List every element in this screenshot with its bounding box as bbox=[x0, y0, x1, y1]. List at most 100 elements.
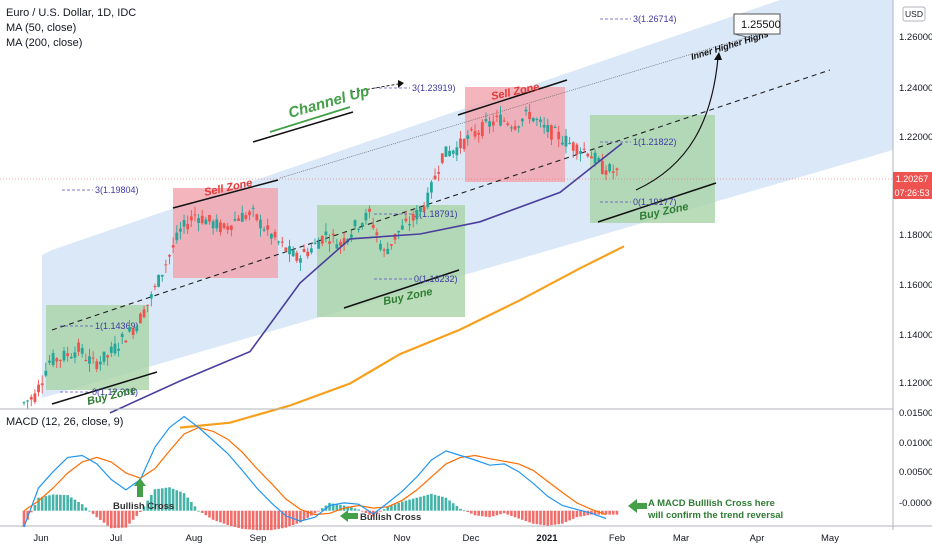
macd-hist-bar bbox=[470, 510, 473, 514]
candle-body bbox=[368, 208, 371, 212]
ma50-legend: MA (50, close) bbox=[6, 22, 77, 34]
candle-body bbox=[22, 402, 26, 404]
macd-hist-bar bbox=[288, 510, 291, 527]
candle-body bbox=[193, 214, 197, 216]
candle-body bbox=[248, 211, 251, 216]
candle-body bbox=[539, 119, 542, 122]
candle-body bbox=[444, 146, 448, 157]
macd-hist-bar bbox=[397, 502, 400, 511]
macd-hist-bar bbox=[124, 510, 128, 528]
macd-hist-bar bbox=[557, 510, 561, 525]
candle-body bbox=[302, 248, 306, 252]
macd-hist-bar bbox=[99, 510, 102, 520]
candle-body bbox=[611, 171, 615, 173]
time-tick-label: Apr bbox=[750, 533, 765, 544]
macd-hist-bar bbox=[317, 510, 320, 512]
candle-body bbox=[179, 228, 182, 232]
candle-body bbox=[262, 229, 266, 231]
macd-hist-bar bbox=[248, 510, 251, 530]
projection-curve bbox=[635, 57, 719, 191]
fib-label-text: 3(1.23919) bbox=[412, 83, 456, 93]
macd-hist-bar bbox=[150, 494, 153, 511]
candle-body bbox=[430, 182, 433, 193]
fib-label-text: 3(1.26714) bbox=[633, 14, 677, 24]
currency-badge bbox=[902, 6, 926, 22]
candle-body bbox=[95, 361, 99, 370]
macd-hist-bar bbox=[382, 509, 386, 511]
macd-hist-bar bbox=[611, 510, 615, 515]
candle-body bbox=[488, 121, 491, 127]
time-tick-label: 2021 bbox=[536, 533, 558, 544]
macd-tick-label: 0.01000 bbox=[899, 438, 932, 449]
candle-body bbox=[208, 215, 211, 222]
ma200-legend: MA (200, close) bbox=[6, 37, 83, 49]
macd-hist-bar bbox=[193, 506, 197, 511]
candle-body bbox=[615, 168, 619, 170]
candle-body bbox=[586, 153, 590, 157]
price-tick-label: 1.12000 bbox=[899, 378, 932, 389]
macd-hist-bar bbox=[506, 510, 510, 515]
channel-band bbox=[42, 0, 893, 398]
macd-hist-bar bbox=[437, 495, 440, 511]
candle-body bbox=[455, 147, 459, 156]
candle-body bbox=[531, 117, 535, 122]
time-tick-label: Aug bbox=[186, 533, 203, 544]
channel-arrow-black bbox=[252, 111, 354, 143]
macd-hist-bar bbox=[175, 490, 179, 511]
candle-body bbox=[164, 264, 168, 266]
candle-body bbox=[513, 126, 517, 130]
last-price-label: 1.20267 bbox=[896, 174, 929, 184]
macd-hist-bar bbox=[313, 510, 317, 514]
macd-hist-bar bbox=[284, 510, 288, 528]
macd-hist-bar bbox=[215, 510, 219, 522]
projection-arrowhead bbox=[714, 52, 722, 60]
macd-hist-bar bbox=[422, 495, 426, 511]
candle-body bbox=[219, 222, 222, 233]
macd-hist-bar bbox=[244, 510, 248, 530]
candle-body bbox=[244, 215, 248, 219]
macd-hist-bar bbox=[481, 510, 484, 517]
candle-body bbox=[477, 132, 481, 135]
macd-tick-label: -0.00000 bbox=[899, 498, 932, 509]
candle-body bbox=[117, 348, 120, 351]
time-tick-label: Mar bbox=[673, 533, 689, 544]
dashed-arrowhead bbox=[398, 80, 404, 88]
time-tick-label: Nov bbox=[394, 533, 411, 544]
macd-hist-bar bbox=[48, 495, 51, 511]
candle-body bbox=[495, 115, 499, 118]
macd-hist-bar bbox=[335, 504, 339, 511]
fib-label-text: 1(1.18791) bbox=[414, 209, 458, 219]
fib-label-text: 1(1.14369) bbox=[95, 321, 139, 331]
macd-hist-bar bbox=[441, 496, 444, 511]
macd-hist-bar bbox=[179, 491, 182, 511]
macd-hist-bar bbox=[571, 510, 575, 519]
time-tick-label: Sep bbox=[250, 533, 267, 544]
macd-hist-bar bbox=[531, 510, 535, 524]
macd-hist-bar bbox=[208, 510, 211, 518]
macd-hist-bar bbox=[575, 510, 579, 518]
macd-hist-bar bbox=[495, 510, 499, 516]
price-tick-label: 1.22000 bbox=[899, 132, 932, 143]
macd-hist-bar bbox=[222, 510, 226, 524]
macd-hist-bar bbox=[204, 510, 208, 516]
candle-body bbox=[80, 347, 84, 354]
time-tick-label: Feb bbox=[609, 533, 625, 544]
time-tick-label: May bbox=[821, 533, 839, 544]
macd-hist-bar bbox=[473, 510, 477, 516]
candle-body bbox=[306, 251, 310, 257]
macd-hist-bar bbox=[386, 506, 390, 511]
candle-body bbox=[240, 212, 244, 222]
candle-body bbox=[37, 384, 40, 393]
fib-label-text: 0(1.1?.?31) bbox=[92, 387, 138, 397]
candle-body bbox=[553, 127, 557, 129]
candle-body bbox=[51, 353, 55, 366]
candle-body bbox=[324, 231, 328, 236]
candle-body bbox=[237, 218, 241, 221]
candle-body bbox=[113, 343, 117, 354]
macd-hist-bar bbox=[539, 510, 542, 525]
macd-hist-bar bbox=[110, 510, 113, 529]
fib-label-text: 0(1.16232) bbox=[414, 274, 458, 284]
macd-hist-bar bbox=[186, 497, 189, 511]
candle-body bbox=[291, 250, 295, 257]
